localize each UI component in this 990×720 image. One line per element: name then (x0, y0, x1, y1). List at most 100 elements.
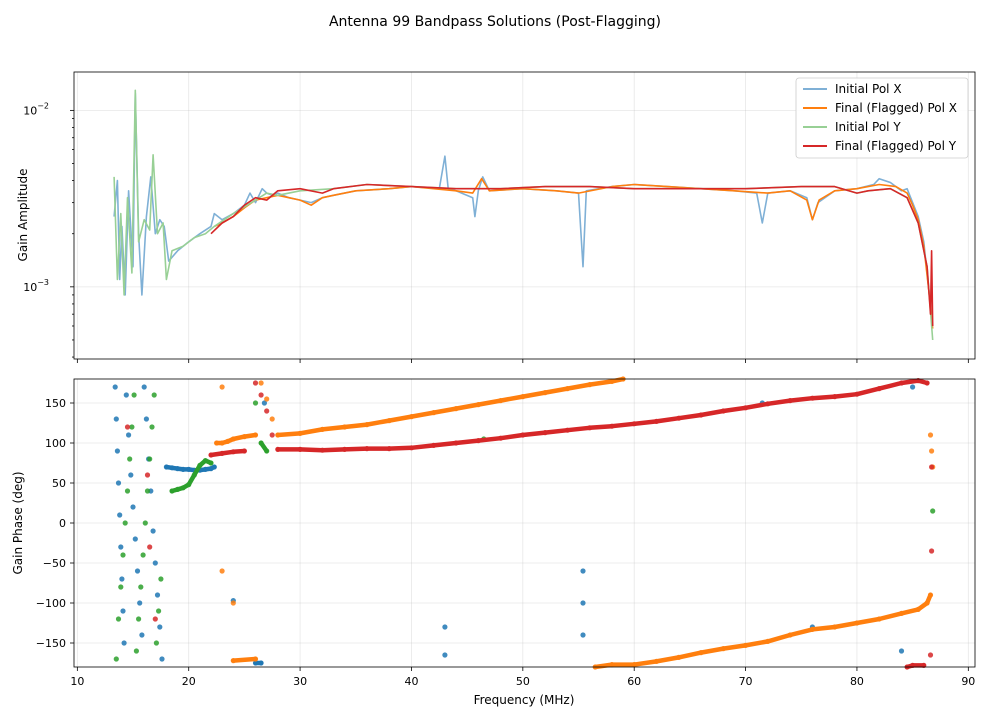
phase-point (118, 584, 124, 590)
phase-point (139, 632, 145, 638)
phase-track-segment (542, 386, 570, 395)
phase-point (127, 456, 133, 462)
phase-point (929, 548, 935, 554)
phase-panel: 10 20 30 40 50 60 70 80 90 −150−100−50050100150 … (11, 376, 976, 707)
phase-track-segment (698, 408, 726, 418)
legend-entry-initial-pol-y: Initial Pol Y (803, 120, 901, 134)
phase-track-segment (498, 394, 526, 403)
phase-track-segment (832, 391, 860, 399)
phase-point (258, 380, 264, 386)
phase-track-segment (854, 386, 882, 397)
phase-point (142, 520, 148, 526)
phase-point (152, 560, 158, 566)
amplitude-line-final-flagged-pol-x (213, 177, 934, 329)
x-tick-label: 60 (627, 675, 641, 688)
phase-y-tick-label: 150 (45, 397, 66, 410)
phase-point (580, 632, 586, 638)
phase-point (122, 520, 128, 526)
phase-point (230, 600, 236, 606)
phase-point (129, 424, 135, 430)
phase-track-segment (364, 418, 392, 427)
phase-point (442, 624, 448, 630)
phase-point (137, 600, 143, 606)
phase-point (264, 408, 270, 414)
phase-track-segment (876, 611, 904, 622)
phase-series-initial-pol-x (112, 384, 916, 666)
figure-title: Antenna 99 Bandpass Solutions (Post-Flag… (329, 14, 661, 30)
legend-label: Initial Pol X (835, 82, 902, 96)
phase-track-segment (342, 446, 370, 452)
phase-track-segment (587, 423, 615, 431)
phase-track-segment (924, 592, 933, 606)
phase-track-segment (431, 440, 459, 448)
phase-track-segment (899, 378, 921, 386)
phase-point (121, 640, 127, 646)
phase-point (136, 616, 142, 622)
phase-track-segment (743, 401, 771, 411)
phase-point (123, 392, 129, 398)
phase-point (269, 416, 275, 422)
phase-point (252, 400, 259, 406)
phase-point (152, 616, 158, 622)
phase-track-segment (743, 639, 771, 648)
phase-point (153, 640, 159, 646)
phase-point (124, 424, 131, 430)
phase-y-tick-label: −100 (36, 597, 66, 610)
phase-point (929, 464, 935, 470)
phase-track-segment (476, 398, 503, 407)
phase-track-segment (698, 646, 726, 655)
phase-y-tick-label: 100 (45, 437, 66, 450)
phase-point (252, 380, 259, 386)
phase-track-segment (810, 394, 837, 401)
phase-track-segment (297, 427, 325, 436)
phase-track-segment (654, 655, 682, 664)
phase-point (120, 608, 126, 614)
phase-track-segment (320, 447, 347, 453)
phase-point (157, 624, 163, 630)
phase-point (144, 488, 151, 494)
phase-track-segment (431, 406, 459, 415)
phase-point (128, 472, 134, 478)
phase-point (115, 480, 122, 486)
amplitude-y-tick-label: 10−3 (23, 278, 49, 294)
phase-point (138, 584, 144, 590)
phase-track-segment (542, 427, 570, 435)
x-tick-label: 50 (516, 675, 530, 688)
phase-point (131, 392, 137, 398)
phase-track-segment (208, 464, 217, 471)
phase-track-segment (876, 380, 904, 391)
amplitude-ylabel: Gain Amplitude (16, 169, 30, 262)
phase-track-segment (498, 432, 526, 441)
phase-track-segment (231, 448, 247, 455)
phase-point (929, 448, 935, 454)
phase-point (114, 448, 120, 454)
phase-point (927, 652, 934, 658)
phase-point (113, 416, 119, 422)
phase-track-segment (476, 435, 503, 443)
phase-point (261, 400, 267, 406)
x-tick-label: 90 (961, 675, 975, 688)
amplitude-series (113, 89, 934, 341)
x-tick-label: 80 (850, 675, 864, 688)
x-tick-label: 70 (739, 675, 753, 688)
amplitude-y-tick-label: 10−2 (23, 101, 49, 117)
phase-track-segment (631, 659, 659, 667)
phase-point (113, 656, 119, 662)
phase-point (264, 396, 270, 402)
phase-point (147, 456, 153, 462)
phase-point (219, 384, 225, 390)
phase-track-segment (565, 382, 592, 391)
phase-track-segment (721, 643, 748, 651)
phase-series-final-flagged-pol-x (214, 376, 936, 670)
phase-track-segment (275, 431, 303, 438)
legend-entry-initial-pol-x: Initial Pol X (803, 82, 902, 96)
phase-track-segment (386, 414, 414, 423)
phase-y-tick-label: 0 (59, 517, 66, 530)
x-tick-label: 10 (70, 675, 84, 688)
phase-ylabel: Gain Phase (deg) (11, 471, 25, 574)
legend-label: Final (Flagged) Pol Y (835, 139, 957, 153)
phase-track-segment (453, 402, 481, 411)
phase-point (151, 392, 157, 398)
phase-track-segment (721, 405, 748, 414)
phase-point (927, 432, 934, 438)
